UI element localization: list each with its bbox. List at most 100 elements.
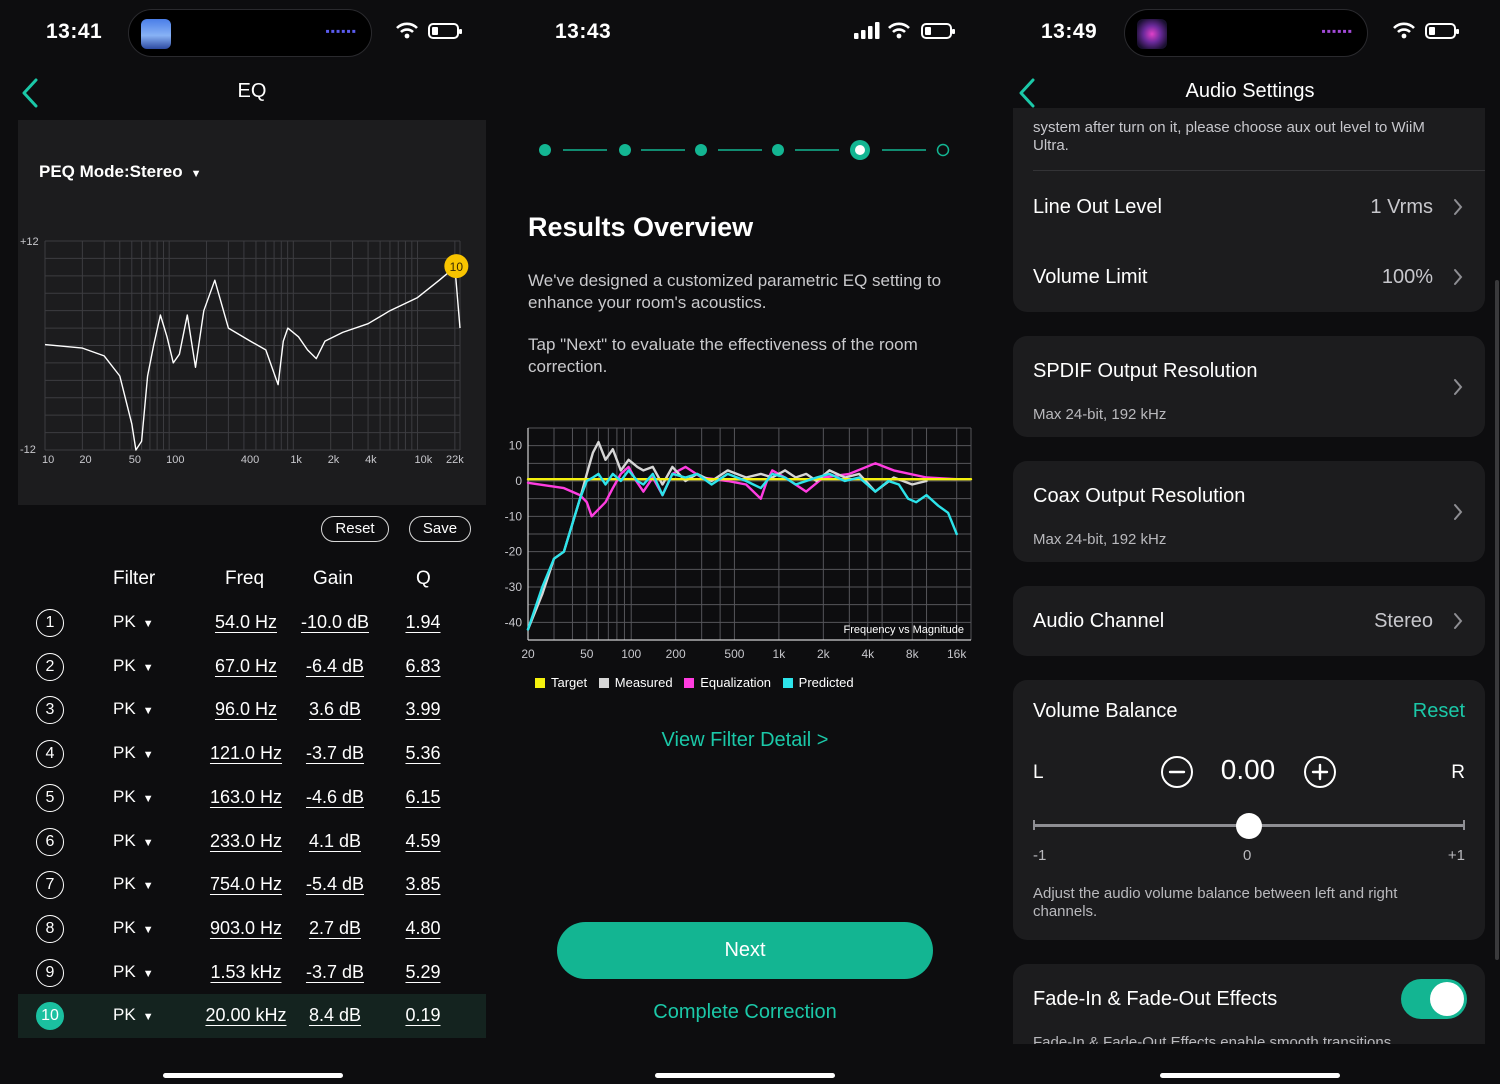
filter-freq-value[interactable]: 754.0 Hz	[209, 874, 283, 895]
filter-type-dropdown[interactable]: PK ▼	[113, 918, 154, 938]
filter-q-value[interactable]: 5.36	[405, 743, 441, 764]
filter-freq-value[interactable]: 903.0 Hz	[209, 917, 283, 938]
back-arrow-icon[interactable]	[1017, 78, 1037, 108]
caret-down-icon: ▼	[142, 749, 154, 762]
filter-gain-value[interactable]: 8.4 dB	[308, 1005, 362, 1026]
filter-type-dropdown[interactable]: PK ▼	[113, 656, 154, 676]
scroll-indicator[interactable]	[1495, 280, 1499, 960]
filter-freq-value[interactable]: 121.0 Hz	[209, 743, 283, 764]
filter-q-value[interactable]: 5.29	[405, 961, 441, 982]
filter-freq-value[interactable]: 1.53 kHz	[210, 961, 282, 982]
filter-row[interactable]: 6 PK ▼ 233.0 Hz 4.1 dB 4.59	[18, 820, 486, 864]
filter-type-dropdown[interactable]: PK ▼	[113, 962, 154, 982]
audio-channel-row[interactable]: Audio Channel Stereo	[1013, 586, 1485, 656]
complete-correction-link[interactable]: Complete Correction	[653, 1001, 837, 1023]
filter-type-dropdown[interactable]: PK ▼	[113, 831, 154, 851]
balance-reset-button[interactable]: Reset	[1412, 700, 1465, 722]
filter-row[interactable]: 10 PK ▼ 20.00 kHz 8.4 dB 0.19	[18, 994, 486, 1039]
save-button[interactable]: Save	[409, 516, 471, 542]
filter-gain-value[interactable]: -6.4 dB	[305, 655, 365, 676]
legend-swatch-predicted	[782, 678, 793, 688]
filter-q-value[interactable]: 1.94	[405, 612, 441, 632]
filter-type-dropdown[interactable]: PK ▼	[113, 743, 154, 763]
filter-q-value[interactable]: 4.80	[405, 917, 441, 938]
audio-channel-value: Stereo	[1374, 610, 1433, 632]
dynamic-island[interactable]: ▪▪▪▪▪▪	[1124, 9, 1368, 57]
reset-button[interactable]: Reset	[321, 516, 389, 542]
cellular-signal-icon	[854, 22, 880, 39]
system-status-icons	[1393, 22, 1460, 40]
caret-down-icon: ▼	[142, 792, 154, 805]
status-time: 13:43	[555, 20, 612, 43]
filter-gain-value[interactable]: -5.4 dB	[305, 874, 365, 895]
eq-response-graph[interactable]: +12 -12 10 20 50 100 400 1k 2k 4k 10k 22k 10	[18, 120, 486, 505]
x-axis-tick-label: 200	[666, 647, 686, 661]
eq-graph-card: PEQ Mode:Stereo ▼ +12 -12 10 20 50 100 400 1k 2k 4…	[18, 120, 486, 505]
filter-q-value[interactable]: 4.59	[405, 830, 441, 851]
filter-row[interactable]: 7 PK ▼ 754.0 Hz -5.4 dB 3.85	[18, 863, 486, 907]
battery-icon	[1425, 23, 1460, 39]
filter-q-value[interactable]: 3.85	[405, 874, 441, 895]
filter-gain-value[interactable]: -4.6 dB	[305, 786, 365, 807]
filter-gain-value[interactable]: 4.1 dB	[308, 830, 362, 851]
series-predicted-line	[526, 469, 958, 631]
filter-q-value[interactable]: 0.19	[405, 1005, 441, 1026]
peq-mode-selector[interactable]: PEQ Mode:Stereo ▼	[39, 162, 201, 182]
x-axis-tick-label: 50	[580, 647, 594, 661]
next-button[interactable]: Next	[557, 922, 933, 979]
filter-freq-value[interactable]: 20.00 kHz	[205, 1005, 287, 1026]
filter-row[interactable]: 1 PK ▼ 54.0 Hz -10.0 dB 1.94	[18, 601, 486, 645]
filter-gain-value[interactable]: 2.7 dB	[308, 917, 362, 938]
filter-type-dropdown[interactable]: PK ▼	[113, 787, 154, 807]
filter-type-dropdown[interactable]: PK ▼	[113, 1005, 154, 1025]
balance-increase-button[interactable]	[1304, 756, 1336, 788]
column-header-filter: Filter	[113, 568, 156, 589]
filter-freq-value[interactable]: 96.0 Hz	[214, 699, 278, 720]
filter-q-value[interactable]: 6.15	[405, 786, 441, 807]
filter-gain-value[interactable]: -3.7 dB	[305, 961, 365, 982]
marker-dot	[444, 254, 469, 279]
results-description: We've designed a customized parametric E…	[528, 271, 942, 312]
slider-thumb[interactable]	[1236, 813, 1262, 839]
fade-effects-toggle[interactable]	[1401, 979, 1467, 1019]
y-axis-tick-label: -10	[505, 509, 523, 523]
chevron-right-icon	[1454, 379, 1463, 395]
filter-row[interactable]: 2 PK ▼ 67.0 Hz -6.4 dB 6.83	[18, 645, 486, 689]
line-out-level-label: Line Out Level	[1033, 196, 1162, 218]
results-instruction: Tap "Next" to evaluate the effectiveness…	[528, 335, 918, 376]
filter-10-handle[interactable]: 10	[444, 254, 469, 279]
balance-slider[interactable]	[1033, 813, 1465, 839]
filter-gain-value[interactable]: -10.0 dB	[300, 612, 370, 632]
filter-freq-value[interactable]: 67.0 Hz	[214, 655, 278, 676]
filter-freq-value[interactable]: 163.0 Hz	[209, 786, 283, 807]
divider	[1033, 170, 1485, 171]
filter-type-dropdown[interactable]: PK ▼	[113, 699, 154, 719]
filter-row[interactable]: 5 PK ▼ 163.0 Hz -4.6 dB 6.15	[18, 776, 486, 820]
balance-max-label: +1	[1447, 847, 1465, 864]
y-axis-max-label: +12	[20, 236, 39, 248]
filter-row[interactable]: 9 PK ▼ 1.53 kHz -3.7 dB 5.29	[18, 951, 486, 995]
y-axis-tick-label: -20	[505, 545, 523, 559]
filter-gain-value[interactable]: -3.7 dB	[305, 743, 365, 764]
filter-type-label: PK	[113, 917, 136, 937]
series-measured-line	[526, 440, 928, 631]
filter-row[interactable]: 8 PK ▼ 903.0 Hz 2.7 dB 4.80	[18, 907, 486, 951]
back-arrow-icon[interactable]	[20, 78, 40, 108]
home-indicator	[163, 1073, 343, 1078]
filter-type-dropdown[interactable]: PK ▼	[113, 874, 154, 894]
balance-decrease-button[interactable]	[1161, 756, 1193, 788]
filter-gain-value[interactable]: 3.6 dB	[308, 699, 362, 720]
filter-type-dropdown[interactable]: PK ▼	[113, 612, 154, 632]
spdif-resolution-row[interactable]: SPDIF Output Resolution Max 24-bit, 192 …	[1013, 336, 1485, 437]
filter-number: 3	[36, 696, 64, 725]
filter-row[interactable]: 4 PK ▼ 121.0 Hz -3.7 dB 5.36	[18, 732, 486, 776]
view-filter-detail-link[interactable]: View Filter Detail >	[661, 729, 829, 751]
filter-row[interactable]: 3 PK ▼ 96.0 Hz 3.6 dB 3.99	[18, 688, 486, 732]
filter-freq-value[interactable]: 233.0 Hz	[209, 830, 283, 851]
dynamic-island[interactable]: ▪▪▪▪▪▪	[128, 9, 372, 57]
filter-q-value[interactable]: 3.99	[405, 699, 441, 720]
filter-freq-value[interactable]: 54.0 Hz	[214, 612, 278, 632]
coax-resolution-row[interactable]: Coax Output Resolution Max 24-bit, 192 k…	[1013, 461, 1485, 562]
filter-q-value[interactable]: 6.83	[405, 655, 441, 676]
chart-grid	[527, 427, 972, 641]
